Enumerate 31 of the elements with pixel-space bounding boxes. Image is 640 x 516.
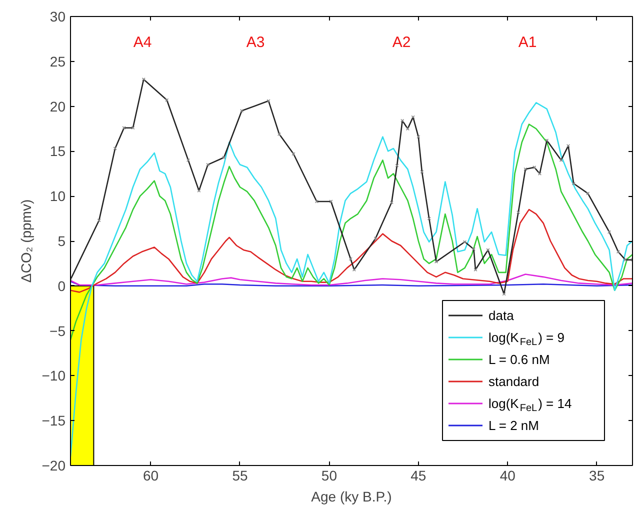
y-tick-label: −15 bbox=[42, 412, 66, 429]
line-series bbox=[70, 274, 632, 286]
y-tick-label: 20 bbox=[50, 98, 66, 114]
legend-label: standard bbox=[488, 374, 540, 389]
y-tick-label: 25 bbox=[50, 53, 66, 70]
y-tick-label: −5 bbox=[50, 322, 66, 339]
y-axis-title: ΔCO₂ (ppmv) bbox=[18, 199, 34, 283]
annotation: A4 bbox=[133, 34, 152, 51]
x-tick-label: 45 bbox=[410, 468, 426, 484]
annotation: A3 bbox=[246, 34, 265, 51]
line-series bbox=[70, 102, 632, 458]
legend-label: data bbox=[488, 308, 515, 323]
legend-label: L = 2 nM bbox=[488, 418, 539, 433]
y-tick-label: 0 bbox=[58, 278, 66, 294]
x-axis-title: Age (ky B.P.) bbox=[311, 488, 392, 504]
line-series bbox=[70, 208, 632, 293]
line-series bbox=[70, 78, 632, 296]
annotation: A2 bbox=[392, 34, 411, 51]
y-tick-label: 5 bbox=[58, 233, 66, 249]
y-tick-label: −20 bbox=[42, 458, 66, 474]
x-tick-label: 55 bbox=[232, 468, 248, 484]
x-tick-label: 35 bbox=[589, 468, 605, 484]
y-tick-label: 10 bbox=[50, 188, 66, 204]
x-tick-label: 60 bbox=[143, 468, 159, 484]
legend-label: L = 0.6 nM bbox=[488, 352, 550, 367]
x-tick-label: 50 bbox=[321, 468, 338, 484]
x-tick-label: 40 bbox=[500, 468, 516, 484]
y-tick-label: 30 bbox=[50, 8, 66, 24]
y-tick-label: 15 bbox=[50, 143, 66, 160]
y-tick-label: −10 bbox=[42, 368, 66, 384]
annotation: A1 bbox=[518, 34, 537, 51]
